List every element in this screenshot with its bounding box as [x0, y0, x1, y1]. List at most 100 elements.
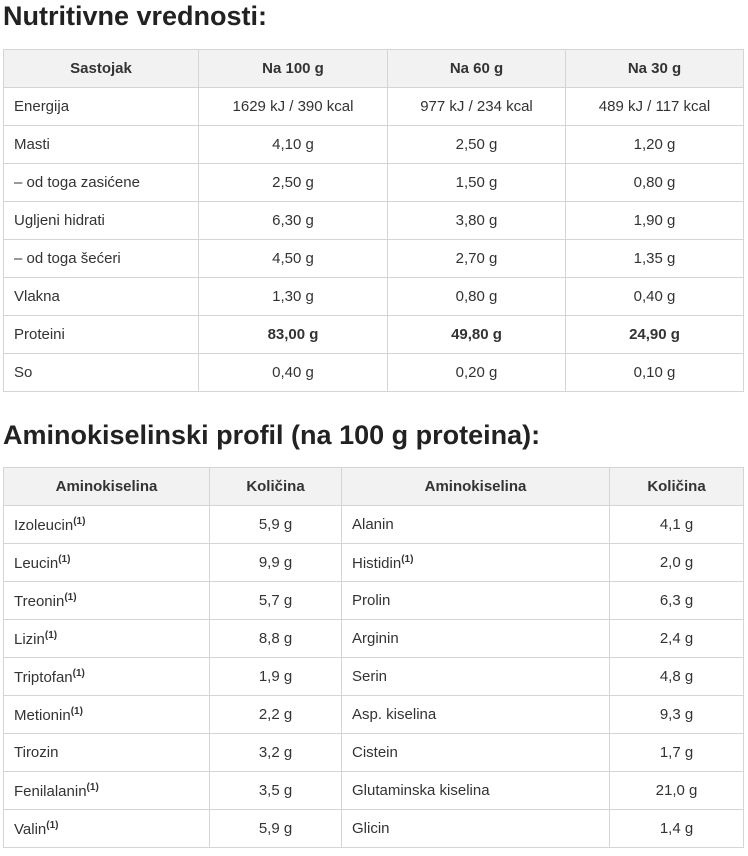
amino-name-cell: Treonin(1)	[3, 581, 210, 620]
value-cell: 1,90 g	[565, 201, 744, 240]
amount-cell: 4,1 g	[609, 505, 744, 544]
amino-name-cell: Cistein	[341, 733, 610, 772]
section-title: Nutritivne vrednosti:	[3, 1, 268, 31]
table-row: Izoleucin(1) 5,9 g Alanin 4,1 g	[3, 505, 744, 544]
amino-name: Glutaminska kiselina	[352, 782, 490, 799]
table-row: Metionin(1) 2,2 g Asp. kiselina 9,3 g	[3, 695, 744, 734]
ingredient-cell: – od toga zasićene	[3, 163, 199, 202]
value-cell: 0,20 g	[387, 353, 566, 392]
ingredient-cell: Vlakna	[3, 277, 199, 316]
table-row: Tirozin 3,2 g Cistein 1,7 g	[3, 733, 744, 772]
ingredient-cell: Masti	[3, 125, 199, 164]
table-row: Ugljeni hidrati 6,30 g 3,80 g 1,90 g	[3, 201, 744, 240]
amino-name: Histidin	[352, 554, 402, 572]
amount-cell: 4,8 g	[609, 657, 744, 696]
amount-cell: 2,0 g	[609, 543, 744, 582]
ingredient-cell: So	[3, 353, 199, 392]
amino-name-cell: Leucin(1)	[3, 543, 210, 582]
column-header: Sastojak	[3, 49, 199, 88]
amino-name: Serin	[352, 668, 388, 685]
footnote-mark: (1)	[72, 667, 85, 679]
value-cell: 0,40 g	[198, 353, 388, 392]
amino-name: Fenilalanin	[14, 782, 87, 800]
amino-name: Leucin	[14, 554, 59, 572]
value-cell: 24,90 g	[565, 315, 744, 354]
footnote-mark: (1)	[86, 781, 99, 793]
amount-cell: 3,2 g	[209, 733, 342, 772]
amino-name: Arginin	[352, 630, 399, 647]
amino-name: Alanin	[352, 516, 394, 533]
value-cell: 4,50 g	[198, 239, 388, 278]
column-header: Na 60 g	[387, 49, 566, 88]
value-cell: 49,80 g	[387, 315, 566, 354]
value-cell: 977 kJ / 234 kcal	[387, 87, 566, 126]
table-body: Izoleucin(1) 5,9 g Alanin 4,1 g Leucin(1) 9,9…	[3, 505, 744, 848]
table-row: So 0,40 g 0,20 g 0,10 g	[3, 353, 744, 392]
amino-name: Tirozin	[14, 744, 59, 761]
footnote-mark: (1)	[73, 515, 86, 527]
amount-cell: 1,4 g	[609, 809, 744, 848]
column-header: Na 100 g	[198, 49, 388, 88]
section-title: Aminokiselinski profil (na 100 g protein…	[3, 420, 541, 450]
amino-name-cell: Glicin	[341, 809, 610, 848]
value-cell: 0,80 g	[565, 163, 744, 202]
amount-cell: 6,3 g	[609, 581, 744, 620]
column-header: Na 30 g	[565, 49, 744, 88]
value-cell: 2,50 g	[198, 163, 388, 202]
footnote-mark: (1)	[46, 819, 59, 831]
value-cell: 0,40 g	[565, 277, 744, 316]
amino-table: Aminokiselina Količina Aminokiselina Količi…	[3, 467, 744, 848]
amount-cell: 9,3 g	[609, 695, 744, 734]
header-row: Sastojak Na 100 g Na 60 g Na 30 g	[3, 49, 744, 88]
header-row: Aminokiselina Količina Aminokiselina Količi…	[3, 467, 744, 506]
amino-name: Izoleucin	[14, 516, 74, 534]
amino-name-cell: Asp. kiselina	[341, 695, 610, 734]
amino-name: Prolin	[352, 592, 391, 609]
amount-cell: 2,4 g	[609, 619, 744, 658]
footnote-mark: (1)	[58, 553, 71, 565]
amino-name-cell: Lizin(1)	[3, 619, 210, 658]
column-header: Aminokiselina	[3, 467, 210, 506]
table-row: – od toga šećeri 4,50 g 2,70 g 1,35 g	[3, 239, 744, 278]
amino-name-cell: Metionin(1)	[3, 695, 210, 734]
amino-name-cell: Valin(1)	[3, 809, 210, 848]
table-row: Treonin(1) 5,7 g Prolin 6,3 g	[3, 581, 744, 620]
amount-cell: 21,0 g	[609, 771, 744, 810]
table-header: Sastojak Na 100 g Na 60 g Na 30 g	[3, 49, 744, 88]
footnote-mark: (1)	[64, 591, 77, 603]
table-row: Valin(1) 5,9 g Glicin 1,4 g	[3, 809, 744, 848]
table-row: Lizin(1) 8,8 g Arginin 2,4 g	[3, 619, 744, 658]
amount-cell: 9,9 g	[209, 543, 342, 582]
column-header: Aminokiselina	[341, 467, 610, 506]
footnote-mark: (1)	[401, 553, 414, 565]
value-cell: 0,80 g	[387, 277, 566, 316]
amount-cell: 2,2 g	[209, 695, 342, 734]
amino-name: Metionin	[14, 706, 71, 724]
amino-name-cell: Serin	[341, 657, 610, 696]
amino-name-cell: Fenilalanin(1)	[3, 771, 210, 810]
amount-cell: 8,8 g	[209, 619, 342, 658]
amino-name-cell: Triptofan(1)	[3, 657, 210, 696]
table-row: – od toga zasićene 2,50 g 1,50 g 0,80 g	[3, 163, 744, 202]
amount-cell: 3,5 g	[209, 771, 342, 810]
column-header: Količina	[209, 467, 342, 506]
table-row: Energija 1629 kJ / 390 kcal 977 kJ / 234 k…	[3, 87, 744, 126]
ingredient-cell: Proteini	[3, 315, 199, 354]
amino-name: Asp. kiselina	[352, 706, 437, 723]
value-cell: 1,20 g	[565, 125, 744, 164]
value-cell: 1,50 g	[387, 163, 566, 202]
table-body: Energija 1629 kJ / 390 kcal 977 kJ / 234 k…	[3, 87, 744, 392]
table-header: Aminokiselina Količina Aminokiselina Količi…	[3, 467, 744, 506]
table-row: Proteini 83,00 g 49,80 g 24,90 g	[3, 315, 744, 354]
value-cell: 83,00 g	[198, 315, 388, 354]
ingredient-cell: – od toga šećeri	[3, 239, 199, 278]
amino-name: Glicin	[352, 820, 390, 837]
column-header: Količina	[609, 467, 744, 506]
amino-name-cell: Tirozin	[3, 733, 210, 772]
amino-name-cell: Prolin	[341, 581, 610, 620]
amino-name-cell: Alanin	[341, 505, 610, 544]
value-cell: 3,80 g	[387, 201, 566, 240]
ingredient-cell: Energija	[3, 87, 199, 126]
value-cell: 1,35 g	[565, 239, 744, 278]
